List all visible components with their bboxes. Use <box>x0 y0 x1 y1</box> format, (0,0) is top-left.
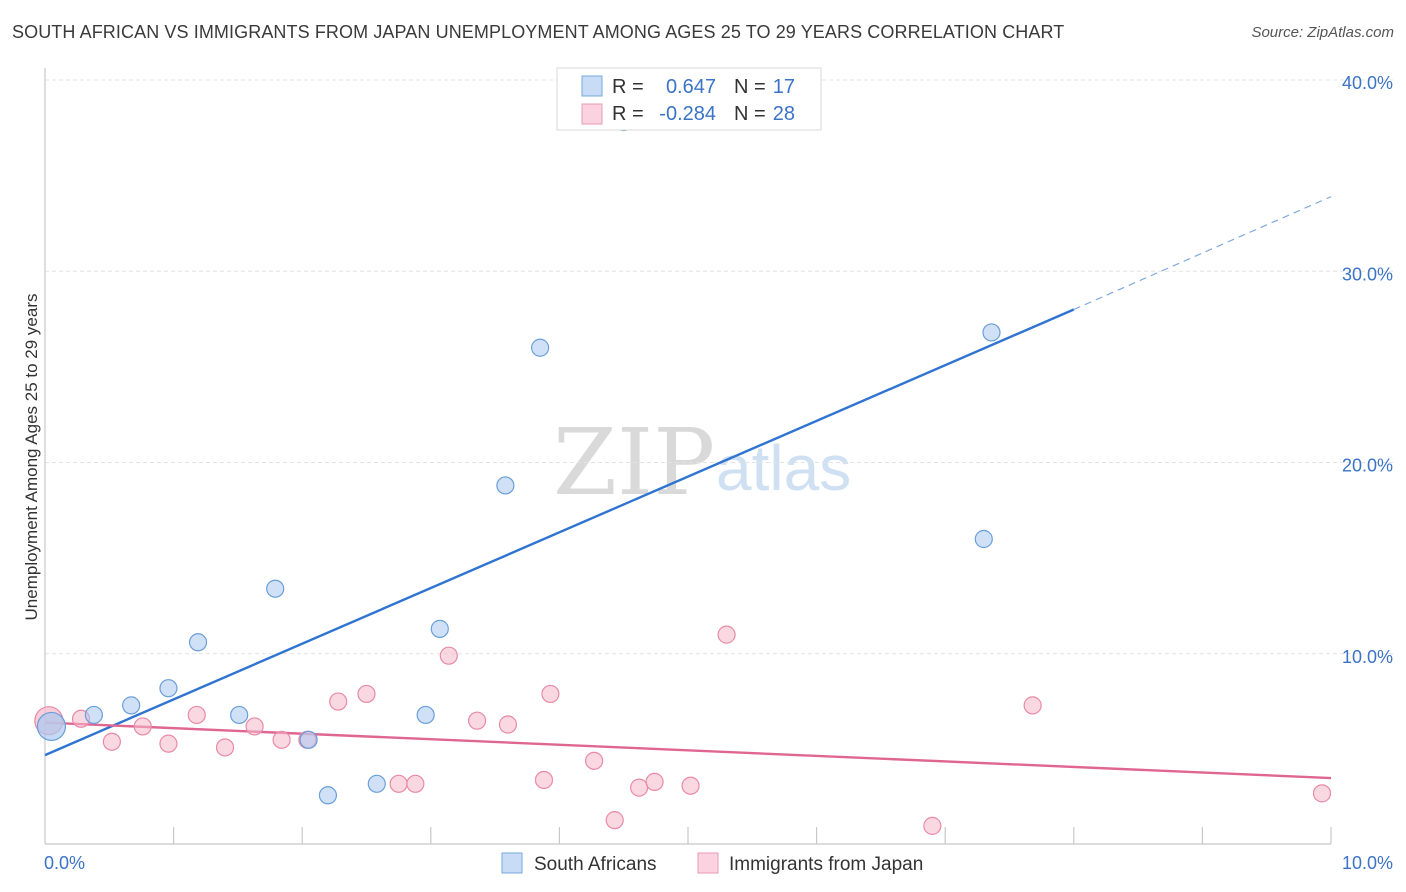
point-south-africans-5 <box>230 705 249 725</box>
point-south-africans-6 <box>266 579 285 598</box>
series-legend-swatch-immigrants-japan <box>697 852 719 874</box>
point-immigrants-japan-15 <box>467 711 487 730</box>
point-south-africans-4 <box>188 633 208 652</box>
legend-n-label-2: N = <box>734 103 766 125</box>
point-immigrants-japan-20 <box>605 811 624 830</box>
point-immigrants-japan-27 <box>1312 784 1332 803</box>
point-immigrants-japan-26 <box>1023 696 1042 715</box>
legend-n-label-1: N = <box>734 76 766 98</box>
point-south-africans-2 <box>122 696 141 715</box>
point-south-africans-8 <box>318 786 338 805</box>
y-axis-title: Unemployment Among Ages 25 to 29 years <box>22 294 41 621</box>
chart-title: SOUTH AFRICAN VS IMMIGRANTS FROM JAPAN U… <box>12 22 1065 42</box>
point-immigrants-japan-3 <box>133 717 152 736</box>
point-immigrants-japan-13 <box>406 774 425 793</box>
series-legend-label-south-africans: South Africans <box>534 854 657 875</box>
point-south-africans-1 <box>84 705 103 725</box>
point-immigrants-japan-2 <box>102 732 121 751</box>
point-immigrants-japan-5 <box>187 705 206 725</box>
x-tick-label-max: 10.0% <box>1342 853 1393 873</box>
chart-source: Source: ZipAtlas.com <box>1251 24 1394 41</box>
watermark-atlas: atlas <box>716 432 851 504</box>
legend-r-label-1: R = <box>612 76 644 98</box>
legend-r-label-2: R = <box>612 103 644 125</box>
point-south-africans-16 <box>982 323 1001 342</box>
series-legend: South Africans Immigrants from Japan <box>501 852 923 875</box>
point-immigrants-japan-16 <box>498 715 518 734</box>
trend-line-immigrants-japan <box>44 721 1332 780</box>
point-south-africans-11 <box>430 619 449 638</box>
point-immigrants-japan-8 <box>272 730 291 749</box>
point-south-africans-9 <box>367 774 386 793</box>
point-immigrants-japan-12 <box>389 774 408 793</box>
y-tick-label-0: 10.0% <box>1342 647 1393 667</box>
data-points <box>34 112 1332 835</box>
point-immigrants-japan-17 <box>534 770 554 790</box>
y-tick-label-3: 40.0% <box>1342 73 1393 93</box>
correlation-legend: R = 0.647 N = 17 R = -0.284 N = 28 <box>556 67 822 131</box>
point-south-africans-10 <box>416 705 435 725</box>
legend-swatch-immigrants-japan <box>581 103 603 125</box>
point-immigrants-japan-4 <box>159 734 178 753</box>
point-immigrants-japan-14 <box>439 646 458 665</box>
trend-line-south-africans-extension <box>1073 196 1332 311</box>
point-immigrants-japan-19 <box>585 751 604 770</box>
point-south-africans-13 <box>531 338 550 357</box>
series-legend-swatch-south-africans <box>501 852 523 874</box>
point-immigrants-japan-18 <box>541 684 560 704</box>
trend-line-south-africans <box>44 308 1075 757</box>
legend-n-value-2: 28 <box>773 103 795 125</box>
point-immigrants-japan-6 <box>215 738 235 757</box>
point-immigrants-japan-11 <box>357 684 376 704</box>
grid-lines <box>45 79 1393 655</box>
point-immigrants-japan-22 <box>645 772 664 791</box>
y-tick-label-2: 30.0% <box>1342 264 1393 284</box>
point-immigrants-japan-24 <box>717 625 736 644</box>
point-south-africans-3 <box>159 679 178 698</box>
legend-swatch-south-africans <box>581 75 603 97</box>
point-south-africans-15 <box>974 529 993 549</box>
point-immigrants-japan-25 <box>923 816 942 835</box>
point-immigrants-japan-23 <box>681 776 700 795</box>
y-tick-label-1: 20.0% <box>1342 456 1393 476</box>
series-legend-label-immigrants-japan: Immigrants from Japan <box>729 854 923 875</box>
legend-r-value-2: -0.284 <box>659 103 716 125</box>
point-south-africans-0 <box>36 711 67 742</box>
point-south-africans-12 <box>496 476 515 495</box>
legend-r-value-1: 0.647 <box>666 76 716 98</box>
point-immigrants-japan-10 <box>329 692 348 711</box>
x-tick-label-min: 0.0% <box>44 853 85 873</box>
legend-n-value-1: 17 <box>773 76 795 98</box>
point-immigrants-japan-7 <box>245 717 264 736</box>
point-immigrants-japan-21 <box>630 778 649 797</box>
y-tick-labels: 10.0% 20.0% 30.0% 40.0% <box>1342 73 1393 667</box>
point-south-africans-7 <box>299 730 318 749</box>
